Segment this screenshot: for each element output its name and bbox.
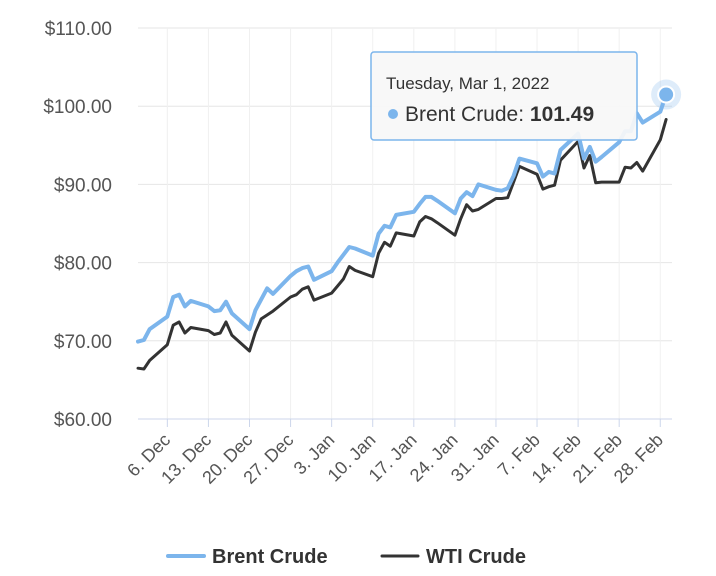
y-tick-label: $60.00	[54, 410, 112, 431]
y-axis: $60.00 $70.00 $80.00 $90.00 $100.00 $110.00	[43, 19, 112, 431]
tooltip: Tuesday, Mar 1, 2022 Brent Crude: 101.49	[370, 51, 638, 141]
tooltip-series-name: Brent Crude	[405, 103, 518, 126]
tooltip-series-dot	[388, 109, 398, 119]
tooltip-colon: :	[518, 103, 530, 126]
hover-point[interactable]	[657, 85, 676, 104]
tooltip-value: 101.49	[530, 103, 594, 126]
series-layer	[136, 92, 669, 371]
y-tick-label: $90.00	[54, 175, 112, 196]
legend-label[interactable]: Brent Crude	[212, 546, 328, 568]
y-tick-label: $100.00	[43, 97, 112, 118]
legend-label[interactable]: WTI Crude	[426, 546, 526, 568]
legend: Brent Crude WTI Crude	[166, 546, 526, 568]
y-tick-label: $70.00	[54, 332, 112, 353]
tooltip-box	[370, 51, 638, 141]
y-tick-label: $110.00	[45, 19, 112, 40]
hover-marker	[651, 79, 682, 110]
series-line-brent-crude[interactable]	[136, 92, 669, 344]
y-tick-label: $80.00	[54, 254, 112, 275]
tooltip-value-line: Brent Crude: 101.49	[405, 103, 594, 126]
tooltip-date: Tuesday, Mar 1, 2022	[386, 74, 549, 93]
